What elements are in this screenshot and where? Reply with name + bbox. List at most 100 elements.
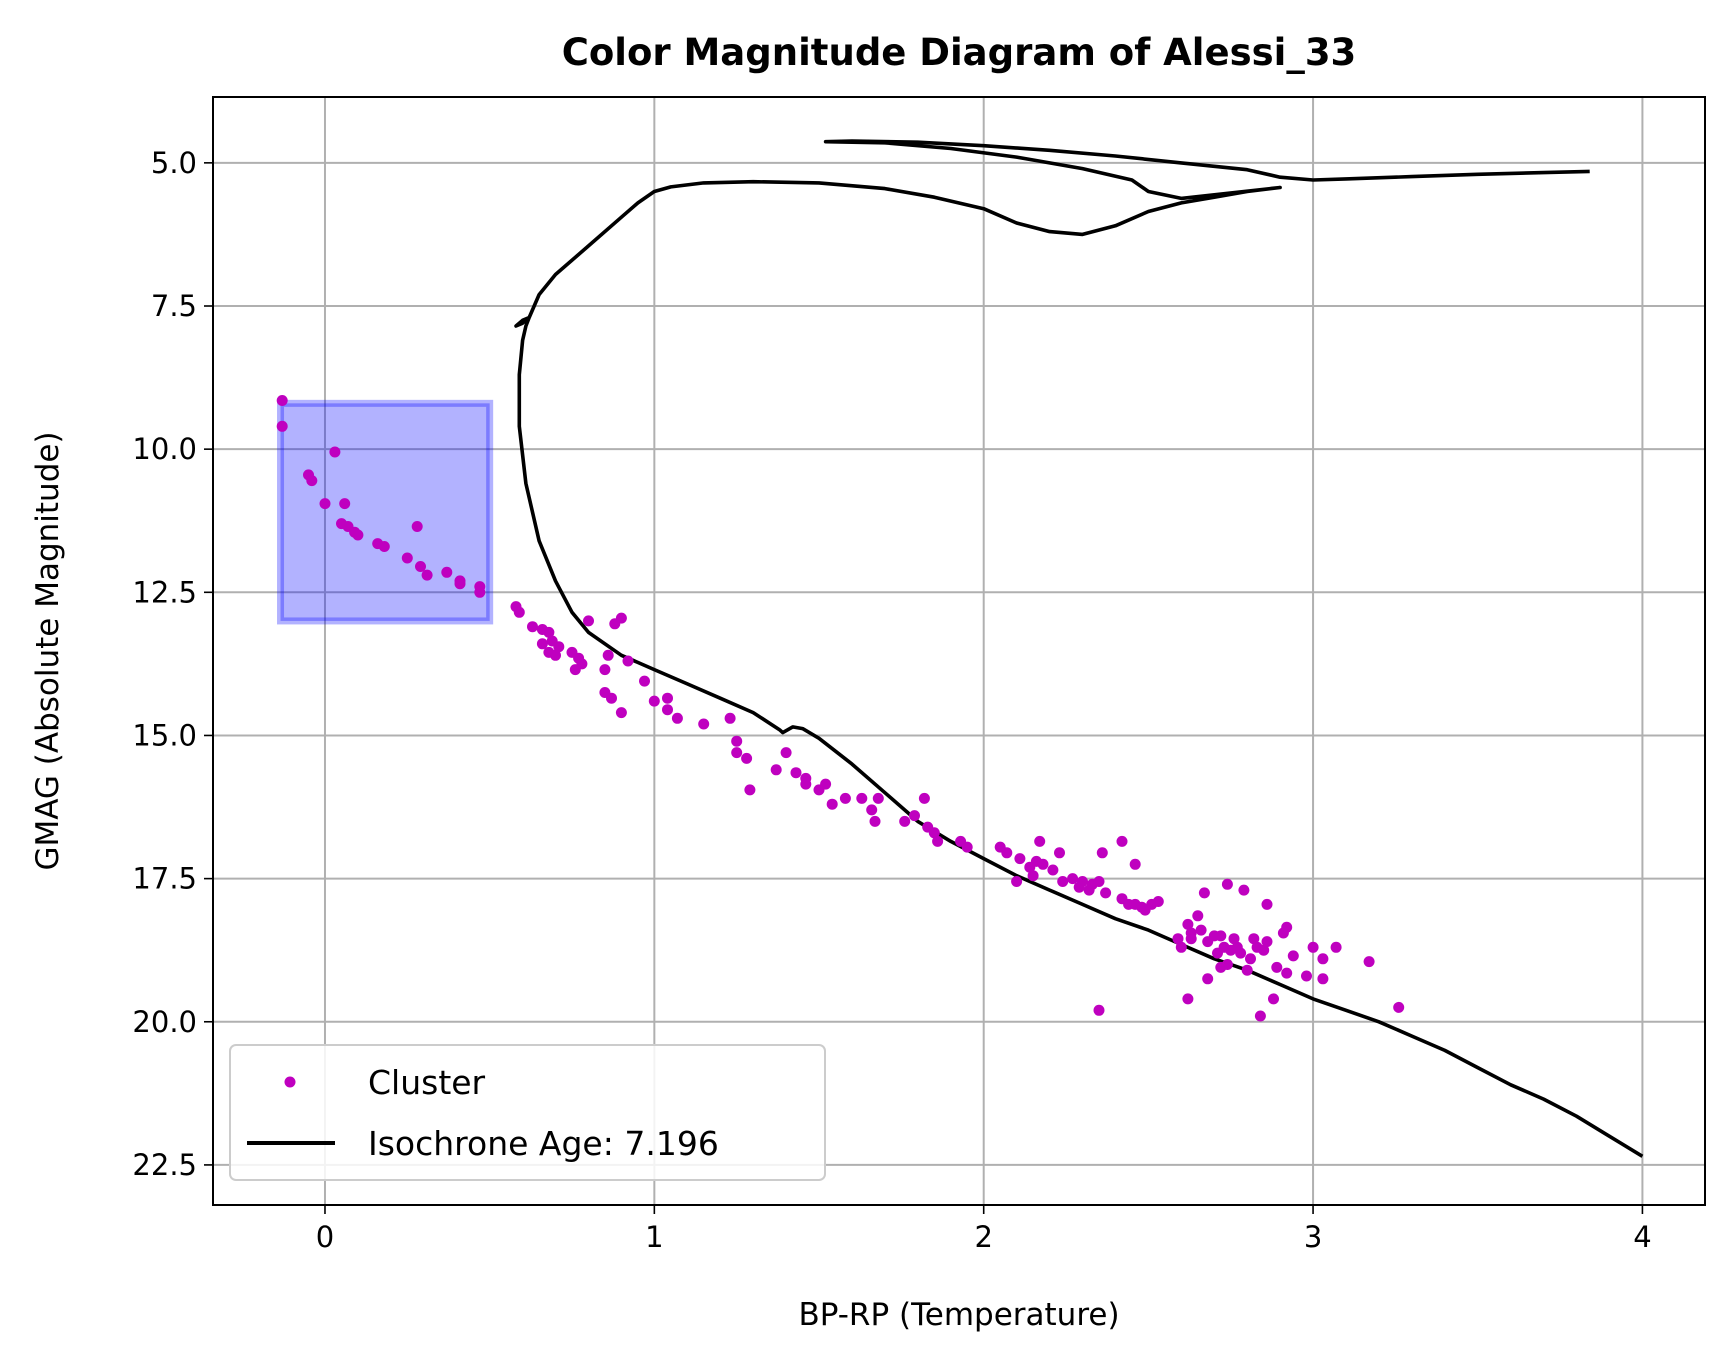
cluster-point [770, 764, 782, 776]
cluster-point [1261, 898, 1273, 910]
cluster-point [671, 712, 683, 724]
chart-title: Color Magnitude Diagram of Alessi_33 [562, 31, 1357, 74]
cluster-point [1258, 944, 1270, 956]
cluster-point [1281, 967, 1293, 979]
cluster-point [306, 475, 318, 487]
x-tick-label: 3 [1304, 1220, 1322, 1254]
cluster-point [1185, 927, 1197, 939]
cluster-point [698, 718, 710, 730]
x-tick-label: 2 [974, 1220, 992, 1254]
isochrone-line-layer [514, 139, 1644, 1158]
cluster-point [1182, 918, 1194, 930]
cluster-point [1238, 884, 1250, 896]
cluster-point [378, 541, 390, 552]
legend-label-cluster: Cluster [368, 1063, 486, 1102]
cluster-point [741, 752, 753, 764]
y-tick-label: 12.5 [132, 575, 197, 609]
cluster-point [615, 707, 627, 719]
cluster-point [583, 615, 594, 627]
cluster-point [1330, 941, 1342, 953]
cluster-point [1096, 847, 1108, 859]
cluster-point [839, 792, 851, 804]
cluster-point [1215, 930, 1227, 942]
cluster-point [454, 578, 466, 590]
cluster-point [1261, 936, 1273, 948]
cluster-point [899, 815, 911, 827]
cluster-point [1034, 835, 1046, 847]
cluster-point [1093, 1004, 1105, 1016]
cluster-point [1001, 847, 1013, 859]
cluster-point [276, 420, 288, 432]
cluster-point [1116, 835, 1128, 847]
cluster-point [1129, 858, 1141, 870]
cluster-point [319, 498, 331, 510]
cluster-point [1011, 876, 1023, 887]
cluster-point [866, 804, 878, 816]
cluster-point [1152, 896, 1164, 907]
cluster-point [869, 815, 881, 827]
cluster-point [648, 695, 660, 707]
cluster-point [1027, 870, 1039, 882]
cluster-point [1175, 941, 1187, 953]
cluster-point [826, 798, 838, 810]
cluster-point [872, 792, 884, 804]
cluster-point [1281, 921, 1293, 933]
cluster-point [639, 675, 650, 687]
cluster-point [553, 641, 565, 653]
cluster-point [1202, 973, 1214, 985]
cluster-point [856, 792, 868, 804]
cluster-point [329, 446, 341, 458]
x-tick-label: 0 [316, 1220, 334, 1254]
legend-marker-cluster [284, 1076, 296, 1088]
cluster-point [731, 735, 743, 747]
y-tick-label: 5.0 [151, 146, 197, 180]
cluster-points-layer [276, 395, 1405, 1022]
cluster-point [474, 586, 486, 598]
cluster-point [550, 649, 561, 661]
cluster-point [1245, 953, 1256, 965]
cluster-point [724, 712, 736, 724]
cluster-point [1215, 961, 1227, 973]
plot-frame [212, 96, 1706, 1206]
cluster-point [731, 747, 743, 759]
cluster-point [800, 778, 812, 790]
grid [213, 97, 1705, 1205]
legend: Cluster Isochrone Age: 7.196 [229, 1044, 826, 1181]
y-tick-label: 22.5 [132, 1148, 197, 1182]
cluster-point [1248, 933, 1260, 945]
cluster-point [1100, 887, 1112, 899]
axis-ticks: 0 1 2 3 4 5.0 7.5 10.0 12.5 15.0 17.5 20.0 22.5 [132, 146, 1651, 1254]
cluster-point [339, 498, 351, 510]
cluster-point [606, 692, 617, 704]
cluster-point [790, 767, 802, 779]
y-tick-label: 10.0 [132, 432, 197, 466]
cluster-point [961, 841, 973, 853]
legend-label-isochrone: Isochrone Age: 7.196 [368, 1124, 719, 1163]
cluster-point [928, 827, 940, 839]
cluster-point [1195, 924, 1207, 936]
cluster-point [1228, 933, 1240, 945]
cluster-point [1014, 853, 1026, 865]
cluster-point [1047, 864, 1059, 876]
cluster-point [527, 621, 538, 633]
cluster-point [276, 395, 288, 406]
cluster-point [662, 704, 673, 716]
y-axis-label: GMAG (Absolute Magnitude) [30, 431, 66, 870]
cluster-point [1172, 933, 1184, 945]
cluster-point [352, 529, 364, 541]
x-tick-label: 1 [645, 1220, 663, 1254]
y-tick-label: 20.0 [132, 1005, 197, 1039]
cluster-point [1254, 1010, 1266, 1022]
x-axis-label: BP-RP (Temperature) [798, 1297, 1119, 1333]
cluster-point [1192, 910, 1204, 922]
cluster-point [1057, 876, 1069, 887]
cluster-point [1317, 953, 1329, 965]
cluster-point [576, 658, 588, 670]
y-tick-label: 17.5 [132, 862, 197, 896]
cluster-point [411, 521, 423, 532]
cluster-point [820, 778, 832, 790]
cluster-point [1307, 941, 1319, 953]
cluster-point [744, 784, 756, 796]
cluster-point [1363, 956, 1375, 968]
